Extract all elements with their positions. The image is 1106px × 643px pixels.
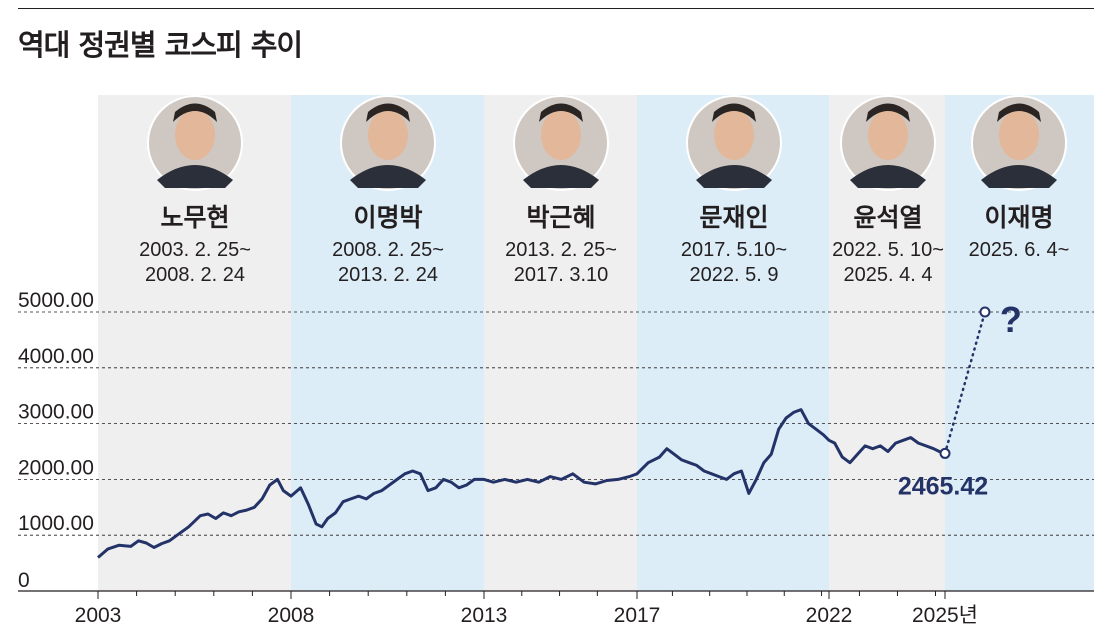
x-tick-label: 2022: [806, 604, 853, 627]
y-tick-label: 5000.00: [18, 289, 94, 312]
president-4: 문재인 2017. 5.10~ 2022. 5. 9: [681, 95, 787, 286]
x-tick-label: 2013: [461, 604, 508, 627]
term-end: 2022. 5. 9: [690, 264, 779, 286]
portrait-hair: [366, 103, 410, 122]
term-end: 2013. 2. 24: [338, 264, 438, 286]
portrait-hair: [539, 103, 583, 122]
portrait-suit: [981, 165, 1057, 188]
top-rule: [18, 8, 1094, 9]
term-start: 2013. 2. 25~: [505, 239, 617, 261]
president-name: 이명박: [353, 203, 422, 232]
x-tick-label: 2017: [614, 604, 661, 627]
president-name: 노무현: [160, 203, 229, 232]
president-3: 박근혜 2013. 2. 25~ 2017. 3.10: [505, 95, 617, 286]
projection-line: [943, 310, 987, 455]
portrait-suit: [523, 165, 599, 188]
portrait-suit: [157, 165, 233, 188]
term-end: 2025. 4. 4: [844, 264, 933, 286]
portrait-face: [368, 110, 408, 160]
y-tick-label: 2000.00: [18, 456, 94, 479]
portrait-suit: [850, 165, 926, 188]
portrait-face: [714, 110, 754, 160]
portrait-face: [175, 110, 215, 160]
term-start: 2017. 5.10~: [681, 239, 787, 261]
portrait-hair: [712, 103, 756, 122]
president-name: 박근혜: [526, 203, 595, 232]
x-tick-label: 2008: [268, 604, 315, 627]
current-point: [939, 447, 951, 459]
portrait-hair: [997, 103, 1041, 122]
president-5: 윤석열 2022. 5. 10~ 2025. 4. 4: [832, 95, 944, 286]
y-tick-label: 1000.00: [18, 512, 94, 535]
portrait-face: [868, 110, 908, 160]
y-tick-label: 4000.00: [18, 345, 94, 368]
chart-title: 역대 정권별 코스피 추이: [18, 28, 303, 62]
portrait-suit: [350, 165, 426, 188]
x-tick-label: 2003: [75, 604, 122, 627]
kospi-line: [97, 408, 946, 559]
term-start: 2003. 2. 25~: [139, 239, 251, 261]
president-name: 문재인: [699, 203, 768, 232]
question-mark-label: ?: [1000, 299, 1022, 340]
y-tick-label: 3000.00: [18, 401, 94, 424]
term-start: 2025. 6. 4~: [969, 239, 1070, 261]
president-6: 이재명 2025. 6. 4~: [969, 95, 1070, 261]
portrait-face: [541, 110, 581, 160]
president-1: 노무현 2003. 2. 25~ 2008. 2. 24: [139, 95, 251, 286]
president-name: 이재명: [984, 203, 1053, 232]
term-end: 2017. 3.10: [514, 264, 609, 286]
term-end: 2008. 2. 24: [145, 264, 245, 286]
term-start: 2008. 2. 25~: [332, 239, 444, 261]
target-point: [979, 306, 991, 318]
x-tick-label: 2025년: [912, 604, 978, 627]
current-value-label: 2465.42: [898, 472, 988, 500]
president-2: 이명박 2008. 2. 25~ 2013. 2. 24: [332, 95, 444, 286]
portrait-face: [999, 110, 1039, 160]
y-tick-label: 0: [18, 569, 30, 592]
term-start: 2022. 5. 10~: [832, 239, 944, 261]
portrait-hair: [866, 103, 910, 122]
portrait-suit: [696, 165, 772, 188]
portrait-hair: [173, 103, 217, 122]
president-name: 윤석열: [853, 203, 922, 232]
